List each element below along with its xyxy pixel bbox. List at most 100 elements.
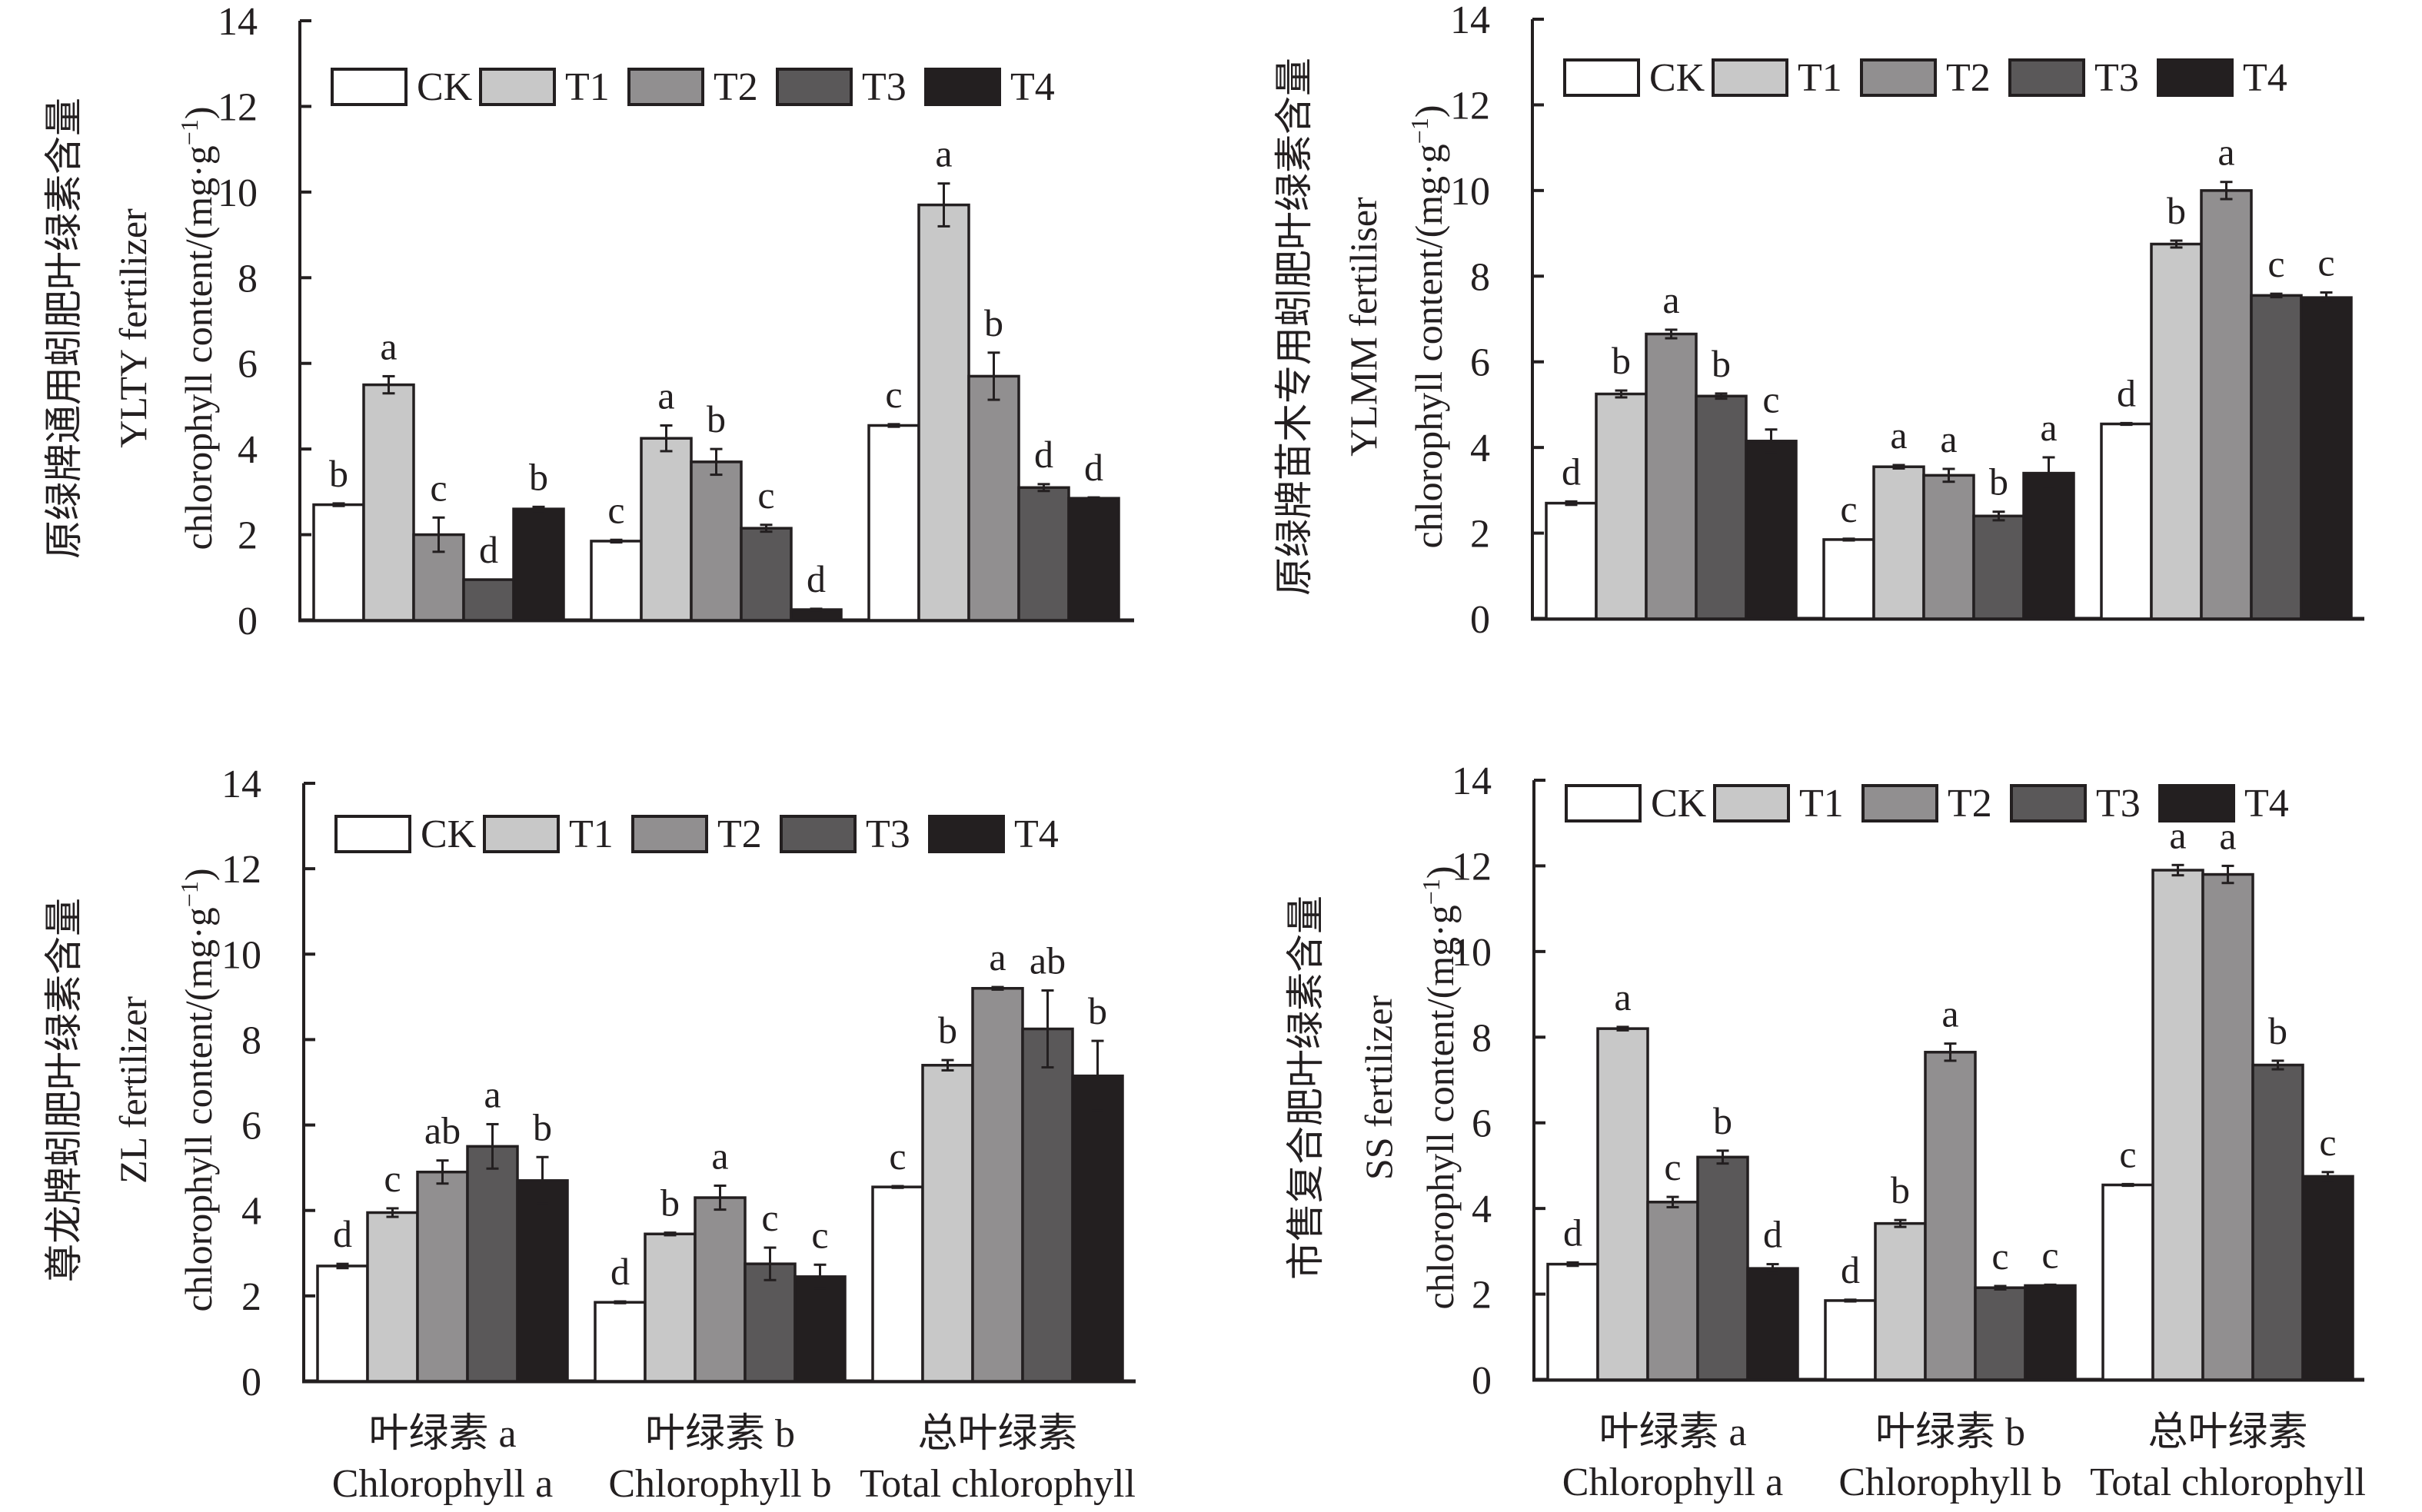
significance-letter: b — [984, 301, 1003, 344]
bar-ck — [867, 424, 920, 622]
legend-label-t3: T3 — [862, 65, 907, 109]
significance-letter: d — [807, 557, 826, 600]
bar-t4 — [2024, 1284, 2077, 1381]
legend-swatch-t2 — [627, 68, 704, 106]
y-tick-label: 10 — [218, 171, 258, 215]
significance-letter: c — [1762, 378, 1779, 421]
y-tick-label: 14 — [221, 763, 261, 806]
y-axis-label-cn: 原绿牌苗木专用蚓肥叶绿素含量 — [1273, 58, 1316, 596]
bar-t1 — [1595, 392, 1648, 620]
significance-letter: b — [2167, 189, 2186, 232]
significance-letter: b — [1612, 339, 1631, 382]
significance-letter: b — [533, 1105, 552, 1148]
significance-letter: a — [380, 324, 397, 367]
bar-ck — [312, 503, 365, 622]
significance-letter: b — [707, 397, 726, 440]
y-tick-label: 12 — [221, 848, 261, 892]
significance-letter: c — [2119, 1132, 2136, 1175]
legend-swatch-t4 — [2158, 784, 2235, 822]
bar-t4 — [516, 1179, 569, 1383]
bar-t1 — [1874, 1221, 1927, 1381]
legend-label-ck: CK — [1651, 782, 1707, 826]
y-tick-label: 12 — [1452, 845, 1492, 889]
bar-t3 — [1021, 1027, 1074, 1383]
legend-label-t4: T4 — [2243, 56, 2287, 100]
legend-label-t1: T1 — [569, 812, 614, 856]
x-label-cn: 叶绿素 b — [1875, 1411, 2025, 1454]
legend-label-ck: CK — [417, 65, 473, 109]
bar-ck — [1822, 538, 1875, 620]
x-label-cn: 总叶绿素 — [2148, 1411, 2307, 1454]
legend-swatch-t3 — [2008, 58, 2085, 97]
x-label-cn: 叶绿素 a — [1599, 1411, 1746, 1454]
significance-letter: a — [1614, 975, 1631, 1019]
x-label-cn: 叶绿素 b — [645, 1412, 795, 1456]
significance-letter: c — [885, 373, 902, 416]
significance-letter: b — [1712, 342, 1731, 385]
y-axis-label-unit: chlorophyll content/(mg·g−1) — [1406, 105, 1450, 549]
significance-letter: b — [529, 455, 548, 498]
bar-t1 — [921, 1064, 974, 1383]
y-tick-label: 4 — [1472, 1188, 1492, 1231]
y-axis-label-cn: 原绿牌通用蚓肥叶绿素含量 — [42, 98, 85, 559]
legend-label-t2: T2 — [714, 65, 758, 109]
unit-superscript: −1 — [1406, 118, 1433, 144]
legend-label-t4: T4 — [1014, 812, 1059, 856]
y-axis-label-unit: chlorophyll content/(mg·g−1) — [175, 869, 220, 1312]
legend-label-t4: T4 — [1010, 65, 1055, 109]
y-axis-label-cn: 尊龙牌蚓肥叶绿素含量 — [42, 898, 85, 1282]
bar-t4 — [793, 1275, 847, 1383]
bar-t1 — [644, 1232, 697, 1383]
bar-ck — [2101, 1183, 2154, 1381]
significance-letter: c — [384, 1157, 401, 1200]
legend-label-t3: T3 — [2096, 782, 2141, 826]
significance-letter: d — [333, 1212, 352, 1255]
significance-letter: b — [660, 1181, 680, 1225]
legend-label-t3: T3 — [866, 812, 910, 856]
bar-t2 — [2200, 189, 2253, 620]
bar-ck — [1824, 1299, 1877, 1381]
chart-panel-1: 0 2 4 6 8 10 12 14 原绿牌通用蚓肥叶绿素含量 YLTY fertilizer ch… — [42, 0, 1134, 643]
y-tick-label: 4 — [238, 428, 258, 472]
y-tick-label: 8 — [1470, 255, 1490, 299]
significance-letter: c — [761, 1196, 778, 1239]
significance-letter: d — [1841, 1248, 1860, 1291]
bar-ck — [316, 1264, 369, 1383]
bar-t4 — [512, 507, 565, 622]
unit-text: chlorophyll content/(mg·g — [1407, 144, 1450, 548]
bar-ck — [1546, 1262, 1599, 1381]
chart-panel-4: 0 2 4 6 8 10 12 14 市售复合肥叶绿素含量 SS fertilizer chloro… — [1284, 759, 2366, 1504]
bar-t3 — [2251, 1063, 2304, 1381]
significance-letter: c — [430, 466, 447, 509]
y-tick-label: 4 — [241, 1190, 261, 1234]
bar-ck — [871, 1185, 924, 1383]
legend-swatch-t4 — [924, 68, 1001, 106]
y-axis-label-en: YLMM fertiliser — [1342, 197, 1385, 457]
significance-letter: b — [329, 452, 348, 495]
y-axis-label-en: SS fertilizer — [1357, 995, 1400, 1181]
unit-close: ) — [177, 869, 220, 882]
bar-t2 — [690, 460, 743, 622]
bar-t2 — [416, 1170, 469, 1383]
bar-t1 — [362, 383, 415, 622]
legend-swatch-t1 — [1712, 58, 1788, 97]
bar-t2 — [967, 374, 1020, 622]
significance-letter: c — [2319, 1121, 2336, 1164]
x-label-en: Total chlorophyll — [2090, 1460, 2366, 1504]
significance-letter: c — [607, 488, 624, 531]
significance-letter: d — [2117, 371, 2136, 414]
legend-swatch-t4 — [928, 815, 1005, 853]
legend-label-t2: T2 — [1946, 56, 1991, 100]
unit-text: chlorophyll content/(mg·g — [177, 907, 220, 1311]
y-tick-label: 2 — [1470, 513, 1490, 557]
significance-letter: a — [2040, 406, 2057, 449]
y-tick-label: 8 — [1472, 1016, 1492, 1060]
y-axis-label-unit: chlorophyll content/(mg·g−1) — [175, 107, 220, 550]
significance-letter: a — [484, 1072, 501, 1115]
significance-letter: a — [2219, 814, 2236, 857]
significance-letter: ab — [1030, 939, 1066, 982]
significance-letter: d — [1084, 446, 1103, 489]
bar-t2 — [694, 1196, 747, 1383]
bar-t2 — [412, 533, 465, 622]
